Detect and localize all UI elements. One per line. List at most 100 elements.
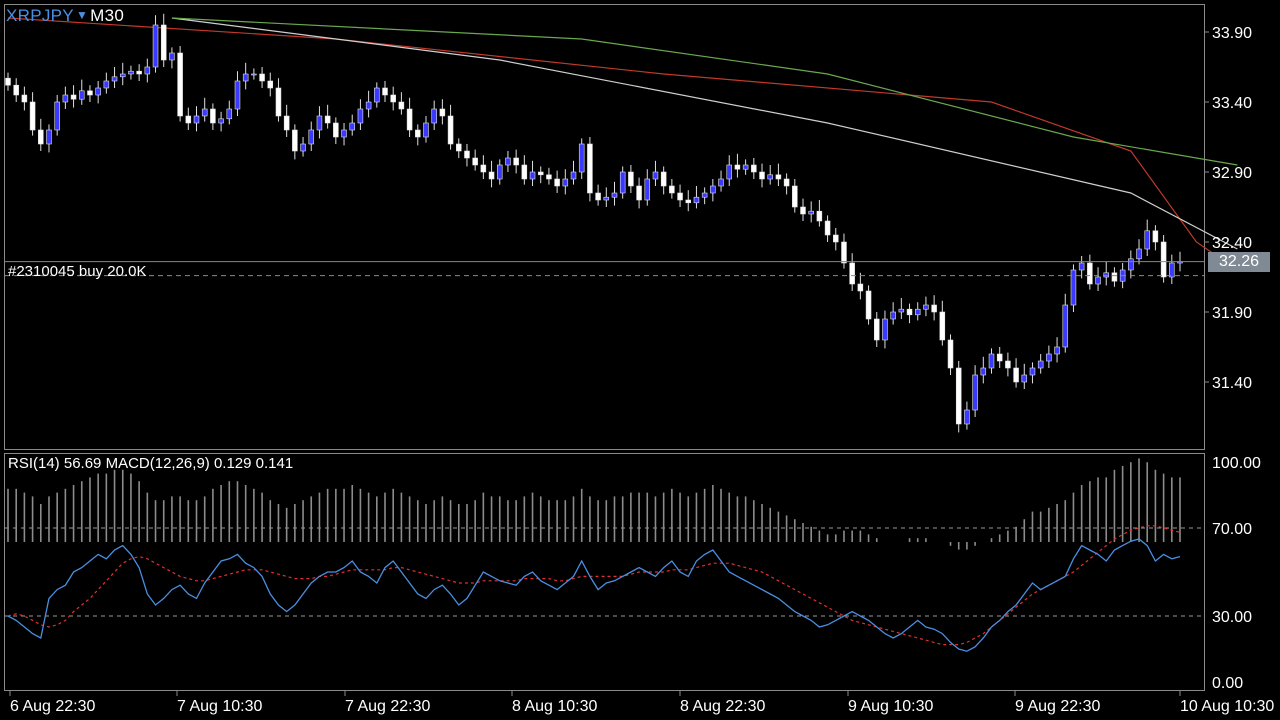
candle-body[interactable] <box>898 308 905 313</box>
candle-body[interactable] <box>955 367 962 425</box>
candle-body[interactable] <box>267 80 274 89</box>
candle-body[interactable] <box>595 192 601 201</box>
candle-body[interactable] <box>570 171 577 180</box>
candle-body[interactable] <box>1136 248 1142 260</box>
candle-body[interactable] <box>1029 367 1036 376</box>
candle-body[interactable] <box>38 129 44 145</box>
candle-body[interactable] <box>726 164 732 180</box>
candle-body[interactable] <box>349 122 355 131</box>
candle-body[interactable] <box>734 164 741 170</box>
candle-body[interactable] <box>1095 276 1101 285</box>
candle-body[interactable] <box>677 192 683 201</box>
candle-body[interactable] <box>833 234 839 243</box>
candle-body[interactable] <box>660 171 667 187</box>
candle-body[interactable] <box>857 283 864 292</box>
candle-body[interactable] <box>472 157 478 166</box>
candle-body[interactable] <box>439 108 446 117</box>
candle-body[interactable] <box>382 87 388 96</box>
candle-body[interactable] <box>644 178 651 201</box>
candle-body[interactable] <box>1046 353 1052 362</box>
candle-body[interactable] <box>62 94 69 103</box>
candle-body[interactable] <box>398 101 405 110</box>
candle-body[interactable] <box>1128 258 1134 271</box>
candle-body[interactable] <box>193 115 200 124</box>
candle-body[interactable] <box>177 52 183 117</box>
candle-body[interactable] <box>759 171 765 180</box>
candle-body[interactable] <box>1103 272 1109 278</box>
candle-body[interactable] <box>792 185 798 208</box>
candle-body[interactable] <box>234 80 241 110</box>
candle-body[interactable] <box>964 409 970 425</box>
candle-body[interactable] <box>751 164 757 173</box>
candle-body[interactable] <box>406 108 413 131</box>
candle-body[interactable] <box>1169 262 1175 278</box>
candle-body[interactable] <box>152 24 159 68</box>
candle-body[interactable] <box>87 90 93 96</box>
candle-body[interactable] <box>521 164 528 180</box>
candle-body[interactable] <box>226 108 233 120</box>
candle-body[interactable] <box>1078 262 1085 271</box>
candle-body[interactable] <box>390 94 396 103</box>
triangle-down-icon[interactable]: ▼ <box>75 8 89 22</box>
candle-body[interactable] <box>619 171 626 194</box>
candle-body[interactable] <box>808 210 814 215</box>
candle-body[interactable] <box>972 374 978 411</box>
candle-body[interactable] <box>1087 262 1093 285</box>
candle-body[interactable] <box>242 73 249 82</box>
candle-body[interactable] <box>1013 367 1019 383</box>
candle-body[interactable] <box>1111 272 1118 282</box>
candle-body[interactable] <box>882 318 888 341</box>
candle-body[interactable] <box>415 129 421 138</box>
candle-body[interactable] <box>923 304 929 310</box>
candle-body[interactable] <box>111 76 118 82</box>
candle-body[interactable] <box>939 311 946 341</box>
candle-body[interactable] <box>1037 360 1044 369</box>
candle-body[interactable] <box>1152 230 1159 243</box>
candle-body[interactable] <box>431 108 437 124</box>
candle-body[interactable] <box>537 171 544 176</box>
candle-body[interactable] <box>423 122 429 138</box>
candle-body[interactable] <box>947 339 954 369</box>
candle-body[interactable] <box>578 143 585 173</box>
candle-body[interactable] <box>824 220 831 236</box>
candle-body[interactable] <box>742 164 749 170</box>
candle-body[interactable] <box>505 157 511 166</box>
candle-body[interactable] <box>210 108 216 124</box>
candle-body[interactable] <box>914 308 921 316</box>
candle-body[interactable] <box>480 164 487 173</box>
candle-body[interactable] <box>333 122 339 138</box>
candle-body[interactable] <box>283 115 290 131</box>
candle-body[interactable] <box>160 24 167 61</box>
candle-body[interactable] <box>144 66 151 75</box>
candle-body[interactable] <box>669 185 675 194</box>
candle-body[interactable] <box>693 196 700 204</box>
candle-body[interactable] <box>128 70 134 75</box>
candle-body[interactable] <box>79 90 85 100</box>
candle-body[interactable] <box>1160 241 1167 278</box>
candle-body[interactable] <box>324 115 331 124</box>
candle-body[interactable] <box>119 73 126 78</box>
candle-body[interactable] <box>783 178 790 187</box>
candle-body[interactable] <box>185 115 192 124</box>
candle-body[interactable] <box>95 87 101 96</box>
candle-body[interactable] <box>103 80 110 89</box>
candle-body[interactable] <box>374 87 380 103</box>
candle-body[interactable] <box>1005 360 1011 369</box>
candle-body[interactable] <box>357 108 364 124</box>
candle-body[interactable] <box>341 129 347 138</box>
candle-body[interactable] <box>1062 304 1069 348</box>
candle-body[interactable] <box>1021 374 1028 383</box>
candle-body[interactable] <box>456 143 462 152</box>
candle-body[interactable] <box>365 101 372 110</box>
candle-body[interactable] <box>890 311 896 320</box>
candle-body[interactable] <box>529 171 536 180</box>
candle-body[interactable] <box>554 178 560 187</box>
candle-body[interactable] <box>587 143 593 194</box>
candle-body[interactable] <box>1054 346 1060 355</box>
candle-body[interactable] <box>70 94 77 100</box>
order-line-label[interactable]: #2310045 buy 20.0K <box>8 263 147 280</box>
candle-body[interactable] <box>841 241 847 264</box>
candle-body[interactable] <box>169 52 175 61</box>
candle-body[interactable] <box>816 210 823 222</box>
